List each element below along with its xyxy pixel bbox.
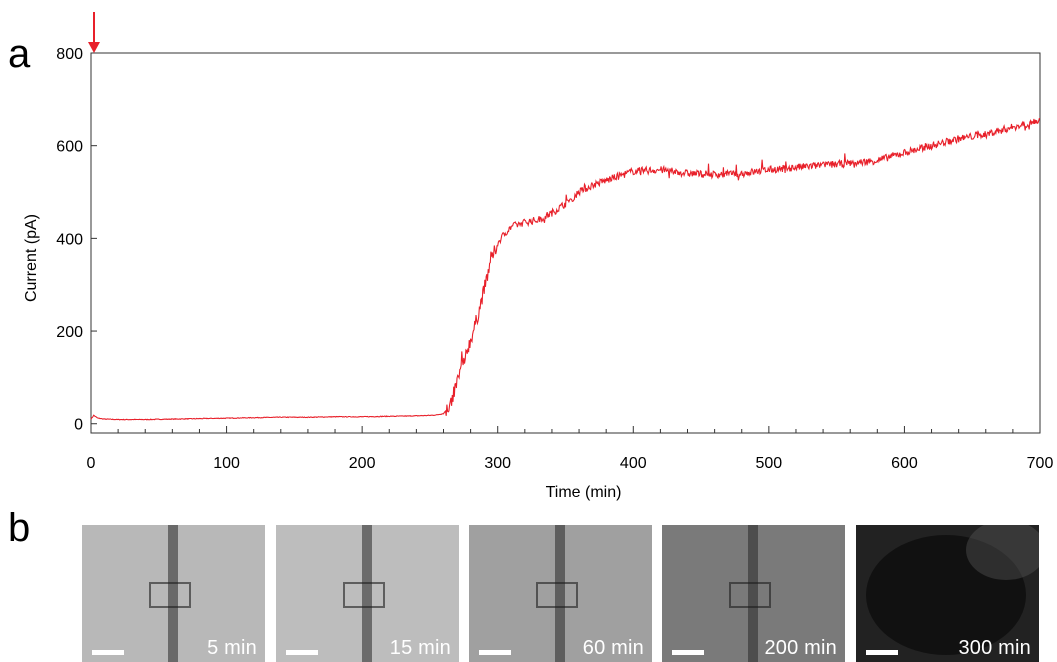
micrograph-image [866,525,1039,655]
frame-time-label: 200 min [764,637,837,659]
x-tick-label: 400 [620,455,647,472]
x-tick-label: 100 [213,455,240,472]
arrow-head [88,42,100,53]
plot-frame [90,52,1041,434]
current-time-chart: 0 200 400 600 800 0 100 200 300 400 500 600 700 Time … [23,12,1054,501]
micrograph-frame: 300 min [856,525,1039,662]
micrograph-frame: 60 min [469,525,652,662]
micrograph-frame: 5 min [82,525,265,662]
y-tick-label: 600 [56,139,83,156]
frame-time-label: 15 min [389,637,451,659]
micrograph-image [149,525,191,662]
frame-time-label: 5 min [207,637,257,659]
scale-bar [479,650,511,655]
scale-bar [866,650,898,655]
x-axis-label: Time (min) [546,484,622,501]
x-tick-label: 700 [1027,455,1054,472]
x-tick-label: 0 [87,455,96,472]
panel-label-b: b [8,506,31,550]
x-tick-label: 600 [891,455,918,472]
scale-bar [92,650,124,655]
scale-bar [672,650,704,655]
frame-time-label: 60 min [582,637,644,659]
y-tick-label: 200 [56,324,83,341]
series-line-0 [90,117,1041,421]
scale-bar [286,650,318,655]
micrograph-image [343,525,385,662]
frame-time-label: 300 min [958,637,1031,659]
micrograph-image [536,525,578,662]
micrograph-image [729,525,771,662]
x-tick-label: 200 [349,455,376,472]
micrograph-frame: 200 min [662,525,845,662]
panel-label-a: a [8,32,31,76]
x-tick-label: 500 [756,455,783,472]
y-tick-label: 400 [56,231,83,248]
y-tick-label: 800 [56,46,83,63]
y-tick-label: 0 [74,417,83,434]
y-axis-label: Current (pA) [23,214,40,302]
micrograph-frame: 15 min [276,525,459,662]
x-tick-label: 300 [484,455,511,472]
